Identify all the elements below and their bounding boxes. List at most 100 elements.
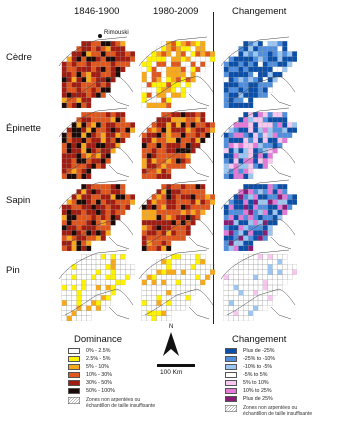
map-cell [171, 274, 177, 280]
map-sapin-1980-2009 [137, 179, 215, 251]
map-cell [120, 259, 126, 265]
map-cell [233, 97, 239, 103]
map-cell [161, 163, 167, 169]
map-cell [156, 220, 162, 226]
map-cell [95, 199, 101, 205]
map-cell [282, 127, 288, 133]
map-cell [200, 137, 206, 144]
map-cell [161, 199, 167, 205]
map-cell [282, 41, 288, 47]
map-cell [223, 230, 229, 236]
map-cell [76, 117, 82, 123]
map-cell [233, 284, 239, 291]
map-cell [125, 122, 131, 128]
map-cell [156, 77, 162, 83]
map-cell [146, 66, 152, 73]
map-cell [120, 189, 126, 195]
map-cell [130, 264, 135, 270]
map-cell [233, 153, 239, 159]
map-cell [161, 189, 167, 195]
map-cell [282, 254, 288, 260]
map-cell [243, 214, 249, 221]
map-cell [272, 61, 278, 67]
map-cell [81, 127, 87, 133]
map-cell [243, 97, 249, 103]
map-cell [223, 220, 229, 226]
map-cell [66, 204, 72, 210]
map-cell [248, 235, 254, 241]
map-cell [238, 117, 244, 123]
map-cell [86, 284, 92, 291]
map-cell [100, 184, 106, 190]
map-cell [81, 295, 87, 301]
map-cell [223, 310, 229, 316]
map-cell [171, 209, 177, 216]
map-cell [185, 264, 191, 270]
map-cell [66, 209, 72, 216]
map-cell [248, 310, 254, 316]
scale-label: 100 Km [160, 369, 183, 376]
map-cell [156, 51, 162, 57]
map-cell [100, 92, 106, 98]
map-cell [120, 117, 126, 123]
map-cell [248, 61, 254, 67]
map-cell [185, 295, 191, 301]
map-cell [66, 61, 72, 67]
map-cell [95, 225, 101, 231]
map-cell [257, 235, 263, 241]
map-cell [71, 194, 77, 200]
map-cell [175, 142, 181, 149]
map-cell [81, 163, 87, 169]
map-cell [233, 194, 239, 200]
map-cell [248, 315, 254, 321]
map-cell [156, 87, 162, 93]
map-cell [282, 117, 288, 123]
map-cell [161, 204, 167, 210]
map-cell [180, 274, 186, 280]
map-cell [253, 235, 259, 241]
map-cell [166, 92, 172, 98]
map-cell [282, 132, 288, 138]
map-cell [146, 295, 152, 301]
map-cell [66, 290, 72, 296]
map-cell [238, 209, 244, 216]
map-cell [95, 87, 101, 93]
coastline [220, 179, 296, 250]
map-cell [253, 66, 259, 73]
map-cell [91, 214, 97, 221]
map-cell [248, 199, 254, 205]
map-cell [81, 168, 87, 174]
map-cell [110, 184, 116, 190]
map-cell [185, 51, 191, 57]
map-cell [71, 127, 77, 133]
map-cell [120, 199, 126, 205]
map-cell [200, 274, 206, 280]
map-cell [257, 230, 263, 236]
map-cell [171, 142, 177, 149]
map-cell [61, 97, 67, 103]
map-cell [205, 269, 211, 275]
map-cell [190, 194, 196, 200]
map-cell [248, 240, 254, 246]
map-cell [233, 71, 239, 78]
map-cell [105, 61, 111, 67]
map-cell [243, 235, 249, 241]
map-cell [248, 132, 254, 138]
map-cell [233, 61, 239, 67]
map-cell [110, 56, 116, 62]
map-cell [166, 264, 172, 270]
map-cell [190, 51, 196, 57]
map-cell [156, 209, 162, 216]
map-cell [171, 230, 177, 236]
map-cell [287, 127, 293, 133]
map-cell [180, 41, 186, 47]
map-cell [175, 274, 181, 280]
map-cell [185, 87, 191, 93]
map-cell [175, 225, 181, 231]
map-cell [151, 310, 157, 316]
map-cell [228, 97, 234, 103]
map-cell [71, 310, 77, 316]
map-cell [100, 127, 106, 133]
map-cell [257, 279, 263, 286]
